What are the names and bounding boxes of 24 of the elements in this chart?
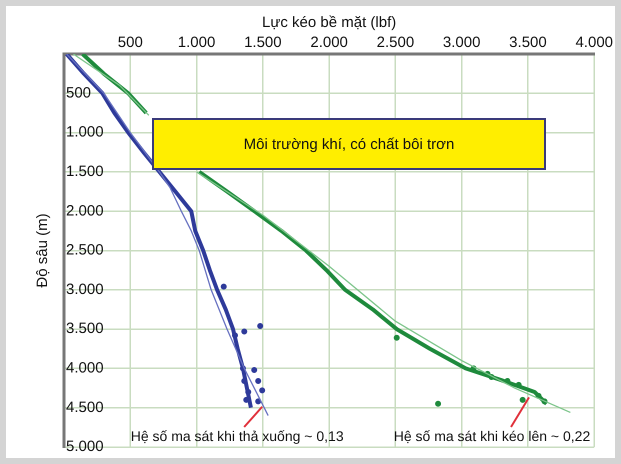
x-axis-title: Lực kéo bề mặt (lbf): [262, 14, 396, 32]
annotation: Môi trường khí, có chất bôi trơn: [244, 136, 454, 152]
y-tick-label: 5.000: [66, 438, 104, 456]
x-tick-label: 2.500: [376, 34, 414, 52]
y-tick-label: 2.000: [66, 202, 104, 220]
y-tick-label: 1.000: [66, 124, 104, 141]
y-tick-label: 1.500: [66, 163, 104, 180]
y-tick-label: 500: [66, 84, 92, 102]
x-tick-label: 4.000: [575, 34, 614, 52]
y-tick-label: 4.000: [66, 360, 104, 377]
x-tick-label: 3.500: [509, 34, 547, 52]
y-axis-title: Độ sâu (m): [34, 213, 52, 288]
x-tick-label: 500: [118, 34, 143, 52]
annotation: Hệ số ma sát khi kéo lên ~ 0,22: [394, 428, 590, 444]
y-tick-label: 2.500: [66, 242, 104, 259]
x-tick-label: 1.500: [244, 34, 282, 52]
y-tick-label: 4.500: [66, 398, 104, 416]
x-tick-label: 3.000: [442, 34, 480, 52]
y-tick-label: 3.000: [66, 280, 104, 298]
x-tick-label: 2.000: [310, 34, 348, 52]
y-tick-label: 3.500: [66, 320, 104, 338]
callout-box: Môi trường khí, có chất bôi trơn: [152, 118, 546, 170]
x-tick-label: 1.000: [178, 34, 216, 52]
annotation: Hệ số ma sát khi thả xuống ~ 0,13: [130, 428, 344, 444]
